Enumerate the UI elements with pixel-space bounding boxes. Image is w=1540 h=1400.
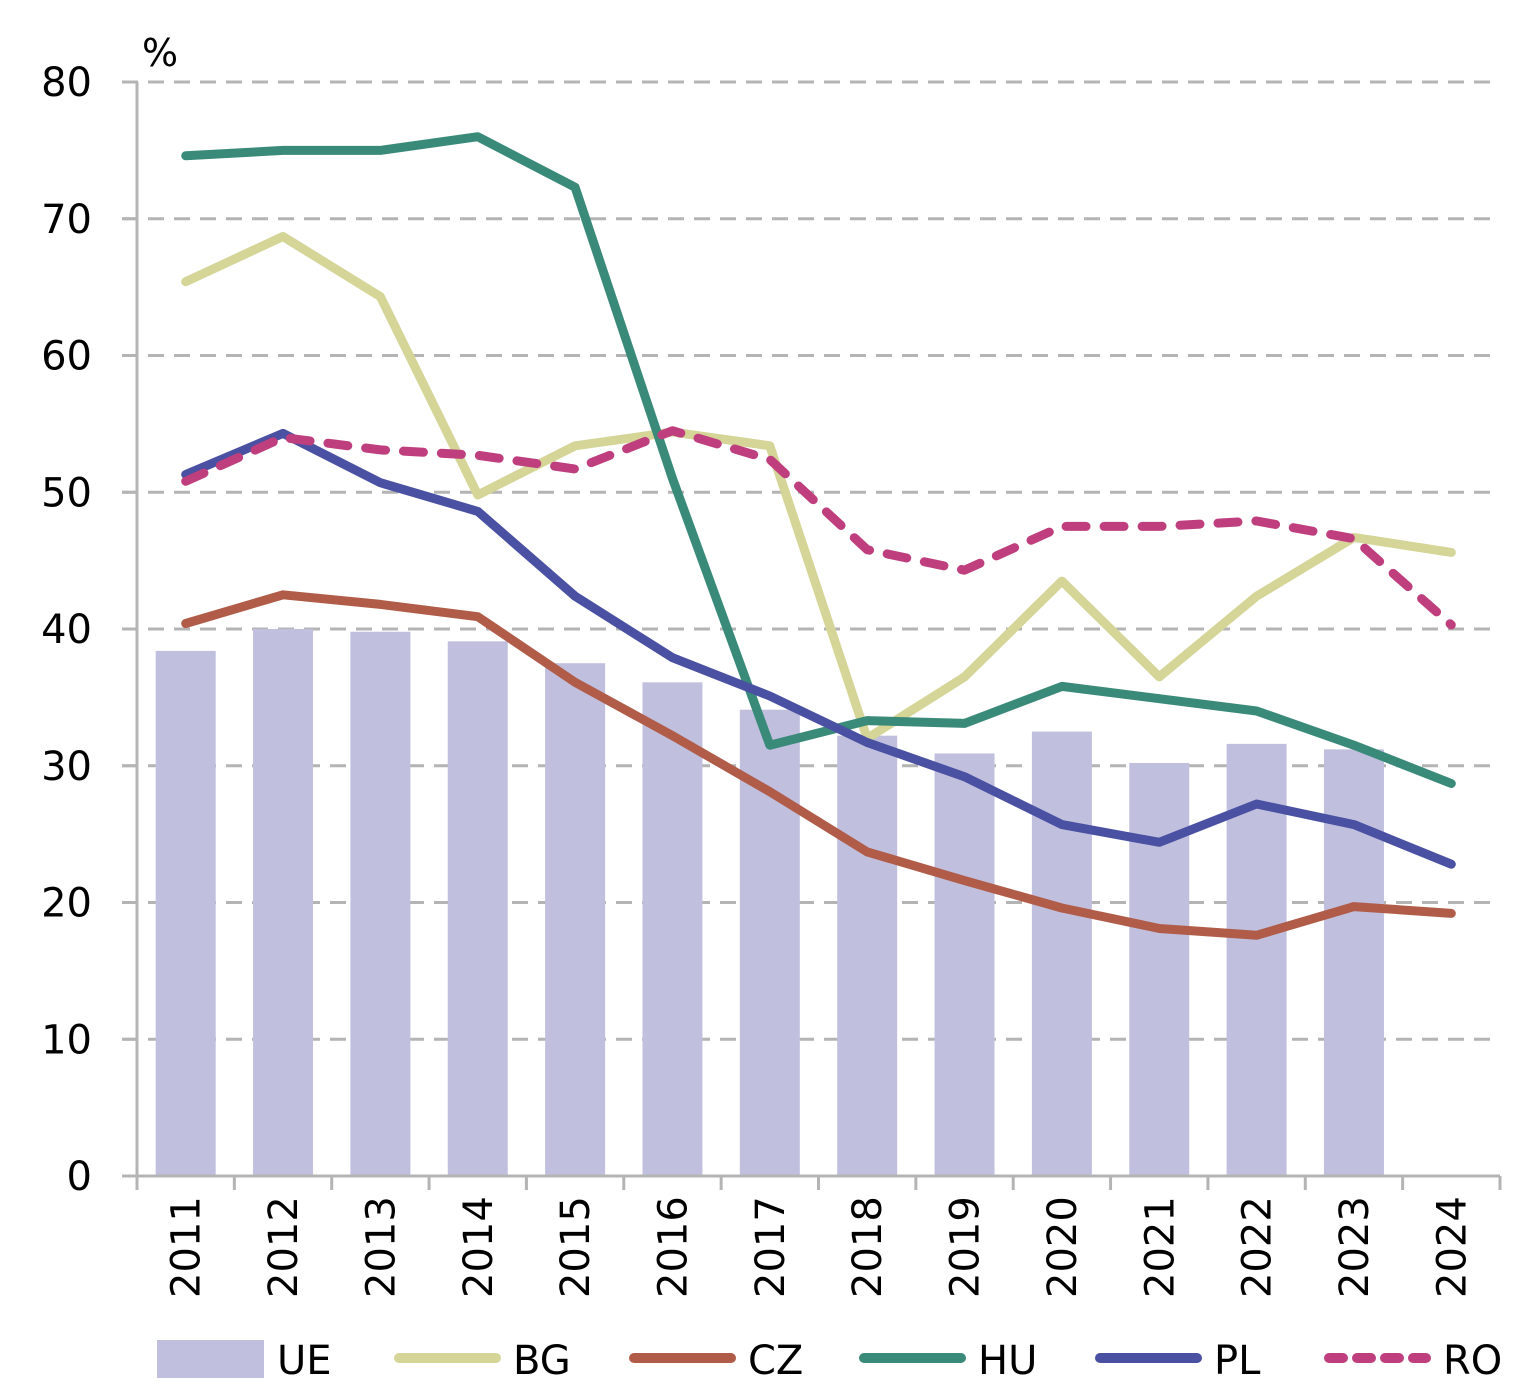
bar-ue-2019 [934,753,995,1176]
y-tick-label: 60 [41,334,92,380]
x-tick-label: 2016 [650,1196,696,1298]
line-series [181,132,1456,940]
x-tick-label: 2013 [358,1196,404,1298]
legend-label-ue: UE [277,1338,332,1384]
y-tick-label: 40 [41,607,92,653]
x-tick-label: 2014 [456,1196,502,1298]
bar-ue-2016 [642,682,703,1176]
bar-ue-2023 [1323,749,1384,1176]
legend-item-hu: HU [859,1338,1037,1384]
bar-ue-2015 [545,663,606,1176]
bar-ue-2013 [350,631,411,1176]
bar-ue-2018 [837,735,898,1176]
legend-label-bg: BG [513,1338,571,1384]
x-tick-label: 2018 [845,1196,891,1298]
bar-ue-2014 [447,641,508,1176]
line-pl [181,428,1456,869]
legend: UE BG CZ HU PL RO [157,1338,1502,1384]
bar-ue-2012 [253,629,314,1176]
line-ro [181,426,1456,630]
y-tick-label: 50 [41,470,92,516]
x-tick-label: 2011 [164,1196,210,1298]
legend-label-hu: HU [978,1338,1037,1384]
line-bg [181,232,1456,743]
legend-item-pl: PL [1095,1338,1261,1384]
legend-swatch-ue [157,1340,264,1378]
legend-label-ro: RO [1443,1338,1502,1384]
legend-label-pl: PL [1214,1338,1261,1384]
x-tick-label: 2015 [553,1196,599,1298]
y-axis-unit-label: % [142,31,178,75]
line-hu [181,132,1456,788]
x-tick-label: 2019 [943,1196,989,1298]
y-tick-label: 0 [67,1154,92,1200]
x-tick-label: 2024 [1429,1196,1475,1298]
x-tick-label: 2020 [1040,1196,1086,1298]
legend-label-cz: CZ [748,1338,803,1384]
x-tick-label: 2017 [748,1196,794,1298]
y-tick-label: 80 [41,60,92,106]
x-tick-label: 2022 [1235,1196,1281,1298]
axes [122,80,1502,1190]
legend-item-ue: UE [157,1338,332,1384]
y-tick-label: 30 [41,744,92,790]
legend-item-cz: CZ [629,1338,803,1384]
legend-item-ro: RO [1324,1338,1502,1384]
y-tick-label: 20 [41,881,92,927]
bar-ue-2021 [1129,763,1190,1176]
x-tick-label: 2012 [261,1196,307,1298]
y-axis-tick-labels: 0 10 20 30 40 50 60 70 80 [41,60,92,1200]
bar-ue-2020 [1031,731,1092,1176]
y-tick-label: 70 [41,197,92,243]
line-cz [181,590,1456,940]
legend-item-bg: BG [394,1338,571,1384]
bar-ue-2011 [155,650,216,1176]
x-tick-label: 2021 [1137,1196,1183,1298]
x-axis-tick-labels: 2011 2012 2013 2014 2015 2016 2017 2018 2019 2020… [164,1196,1476,1298]
x-tick-label: 2023 [1332,1196,1378,1298]
y-tick-label: 10 [41,1017,92,1063]
